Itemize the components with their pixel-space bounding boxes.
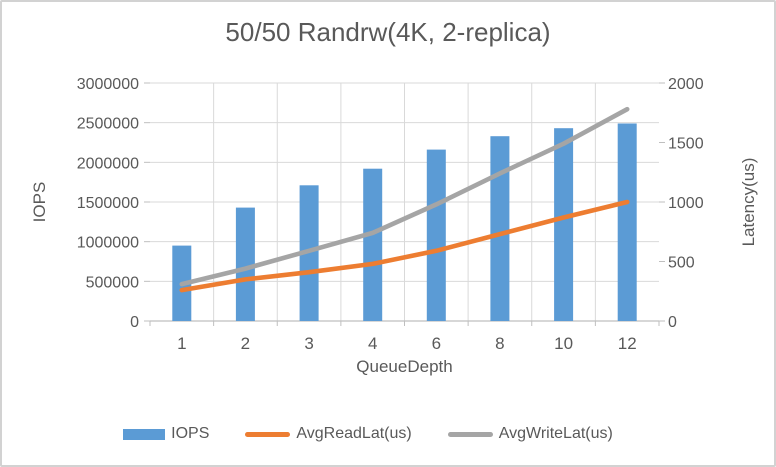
right-axis-tick-label: 1500 bbox=[668, 136, 704, 153]
legend-item-iops: IOPS bbox=[123, 425, 209, 443]
left-axis-tick-label: 3000000 bbox=[77, 76, 139, 93]
right-axis-tick-label: 500 bbox=[668, 255, 695, 272]
left-axis-tick-label: 1500000 bbox=[77, 195, 139, 212]
x-axis-tick-label: 3 bbox=[304, 334, 313, 353]
bar-qd10 bbox=[554, 128, 574, 321]
left-axis-tick-label: 2500000 bbox=[77, 116, 139, 133]
legend-label-avgwritelat: AvgWriteLat(us) bbox=[498, 425, 613, 442]
legend-swatch-avgreadlat bbox=[245, 431, 291, 437]
legend-label-avgreadlat: AvgReadLat(us) bbox=[296, 425, 412, 442]
bar-qd6 bbox=[426, 149, 446, 321]
x-axis-tick-label: 8 bbox=[495, 334, 504, 353]
legend-label-iops: IOPS bbox=[171, 425, 210, 442]
left-axis-title: IOPS bbox=[30, 181, 49, 223]
x-axis-tick-label: 10 bbox=[554, 334, 573, 353]
right-axis-title: Latency(us) bbox=[739, 157, 758, 247]
x-axis-tick-label: 12 bbox=[618, 334, 637, 353]
line-avgwritelat-us bbox=[179, 106, 630, 287]
x-axis-title: QueueDepth bbox=[356, 357, 453, 376]
legend: IOPS AvgReadLat(us) AvgWriteLat(us) bbox=[2, 425, 754, 443]
left-axis-tick-label: 1000000 bbox=[77, 235, 139, 252]
x-axis-tick-label: 4 bbox=[368, 334, 377, 353]
line-avgreadlat-us bbox=[179, 199, 630, 293]
bar-qd12 bbox=[617, 123, 637, 321]
right-axis-tick-label: 0 bbox=[668, 314, 677, 331]
x-axis-tick-label: 6 bbox=[432, 334, 441, 353]
left-axis-tick-label: 0 bbox=[130, 314, 139, 331]
right-axis-tick-label: 1000 bbox=[668, 195, 704, 212]
legend-item-avgreadlat: AvgReadLat(us) bbox=[245, 425, 412, 443]
left-axis-tick-label: 500000 bbox=[86, 274, 139, 291]
left-axis-tick-label: 2000000 bbox=[77, 155, 139, 172]
bar-qd4 bbox=[363, 168, 383, 321]
legend-item-avgwritelat: AvgWriteLat(us) bbox=[447, 425, 613, 443]
right-axis-tick-label: 2000 bbox=[668, 76, 704, 93]
legend-swatch-avgwritelat bbox=[447, 431, 493, 437]
bar-qd8 bbox=[490, 136, 510, 321]
x-axis-tick-label: 2 bbox=[241, 334, 250, 353]
chart-title: 50/50 Randrw(4K, 2-replica) bbox=[225, 17, 551, 47]
legend-swatch-iops bbox=[123, 428, 166, 440]
bar-qd2 bbox=[235, 207, 255, 321]
x-axis-tick-label: 1 bbox=[177, 334, 186, 353]
